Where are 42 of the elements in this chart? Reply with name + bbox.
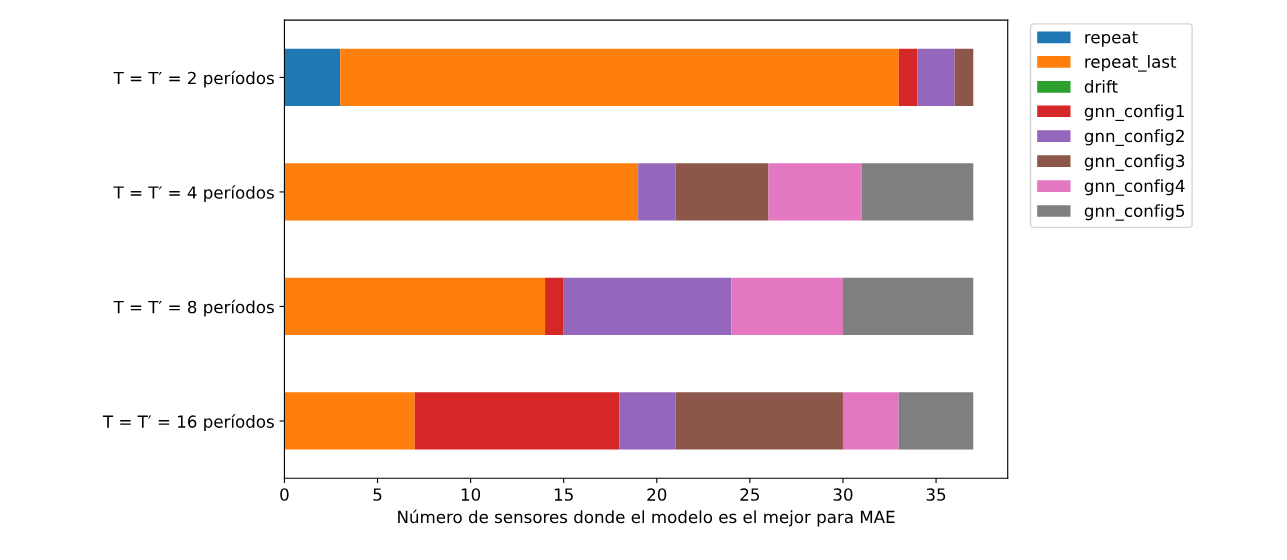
y-tick-label: T = T′ = 8 períodos — [113, 299, 274, 317]
y-tick-label: T = T′ = 16 períodos — [102, 414, 274, 432]
bar — [284, 392, 415, 450]
bar — [898, 48, 918, 107]
legend-label: gnn_config3 — [1084, 154, 1185, 171]
bar — [563, 277, 732, 336]
bar — [284, 277, 546, 336]
x-tick-label: 15 — [554, 488, 573, 501]
legend-label: gnn_config2 — [1084, 129, 1184, 146]
bar — [954, 48, 974, 107]
x-tick-label: 0 — [280, 488, 289, 501]
bar — [414, 392, 620, 450]
bar — [340, 48, 899, 107]
legend-label: gnn_config5 — [1084, 204, 1185, 221]
legend-label: drift — [1084, 79, 1118, 93]
bar — [842, 392, 899, 450]
bar — [842, 277, 974, 336]
x-tick-label: 30 — [833, 488, 853, 501]
bar — [861, 163, 974, 221]
y-tick-label: T = T′ = 2 períodos — [113, 70, 274, 88]
bar — [284, 163, 639, 221]
legend-label: repeat_last — [1085, 55, 1177, 72]
bar — [731, 277, 843, 336]
y-tick-label: T = T′ = 4 períodos — [113, 185, 274, 203]
legend-label: gnn_config1 — [1084, 104, 1184, 122]
x-tick-label: 5 — [373, 488, 382, 501]
legend-label: repeat — [1085, 31, 1138, 47]
bar — [675, 163, 769, 221]
bar — [638, 163, 676, 221]
bar — [619, 392, 676, 450]
x-tick-label: 10 — [461, 488, 481, 501]
bar — [675, 392, 843, 450]
x-axis-title: Número de sensores donde el modelo es el mejor para MAE — [398, 509, 895, 527]
bar — [917, 48, 955, 107]
x-tick-label: 35 — [926, 488, 946, 501]
x-tick-label: 20 — [647, 488, 667, 501]
bar — [545, 277, 564, 336]
bar — [898, 392, 974, 450]
bar — [768, 163, 862, 221]
bar — [284, 48, 341, 107]
legend-label: gnn_config4 — [1084, 179, 1185, 196]
x-tick-label: 25 — [740, 488, 760, 501]
